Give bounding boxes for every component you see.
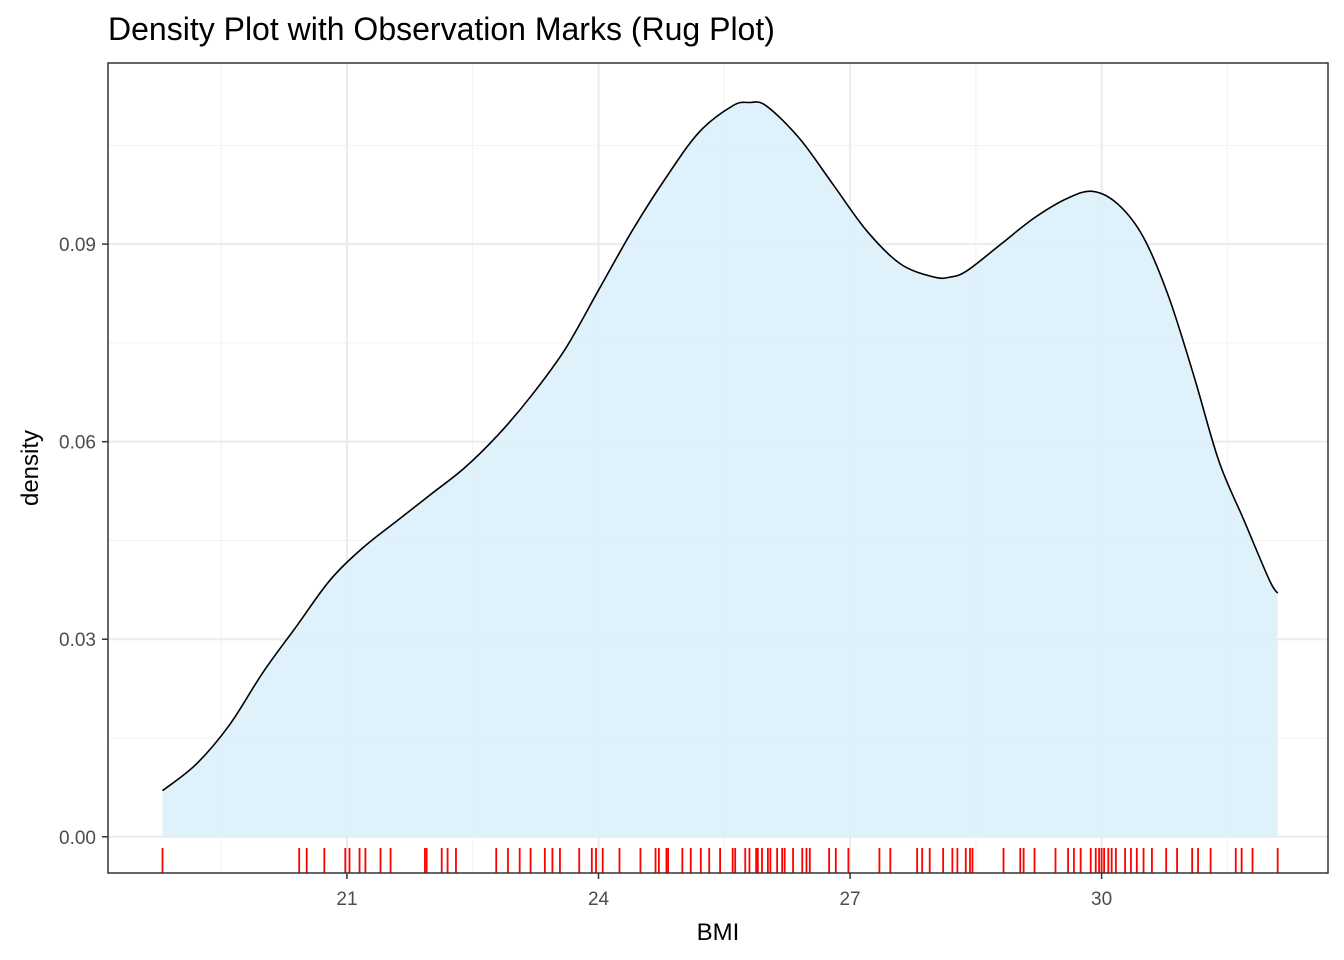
x-axis: 21 24 27 30 [336,873,1112,910]
x-tick-label: 27 [839,889,860,910]
x-tick-label: 24 [588,889,610,910]
density-area [162,101,1278,837]
density-line [162,101,1279,792]
rug-marks [161,848,1279,873]
panel-border [107,62,1329,874]
x-tick-label: 30 [1091,889,1112,910]
x-axis-title: BMI [697,919,740,946]
x-tick-label: 21 [336,889,357,910]
y-tick-label: 0.00 [59,828,96,849]
chart-title: Density Plot with Observation Marks (Rug… [108,11,775,47]
y-axis-title: density [17,430,44,506]
y-axis: 0.00 0.03 0.06 0.09 [59,235,108,849]
y-tick-label: 0.06 [59,433,96,454]
y-tick-label: 0.09 [59,235,96,256]
y-tick-label: 0.03 [59,630,96,651]
